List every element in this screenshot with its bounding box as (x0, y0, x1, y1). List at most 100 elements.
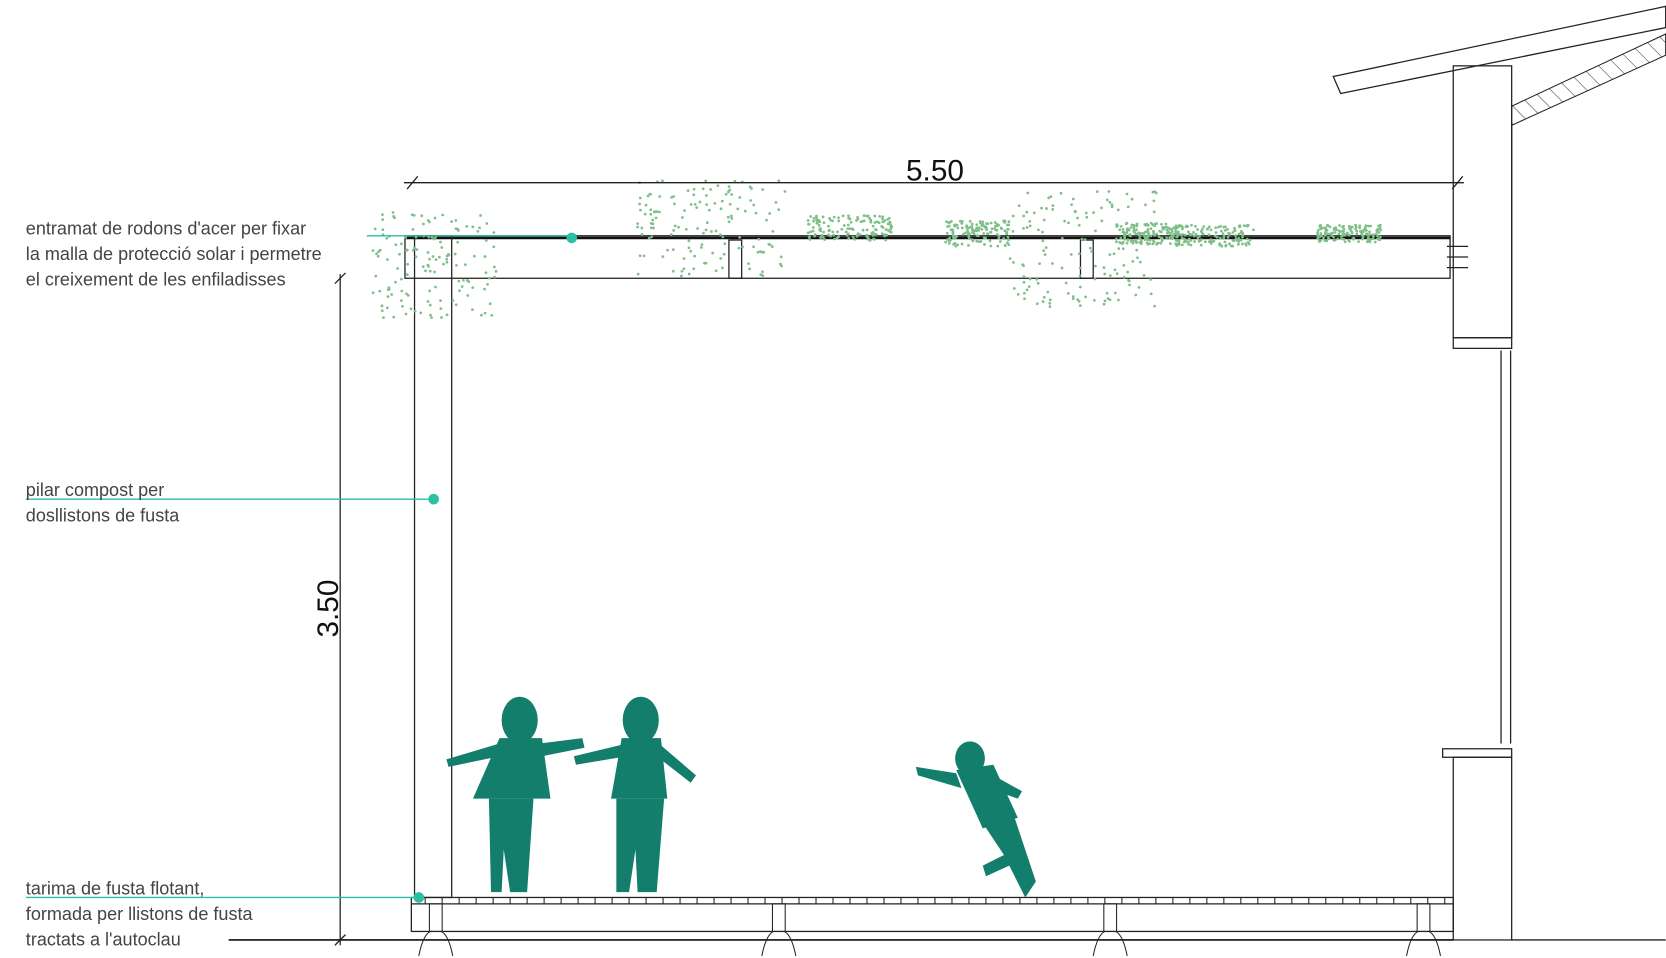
leaf (829, 234, 833, 238)
leaf (1221, 232, 1225, 236)
leaf (1060, 236, 1064, 240)
leaf (1088, 246, 1092, 250)
leaf (1129, 239, 1133, 243)
leaf (428, 289, 431, 293)
leaf (949, 228, 953, 232)
leaf (1233, 226, 1236, 230)
leaf (849, 220, 853, 224)
leaf (743, 209, 747, 213)
annotation-text: dosllistons de fusta (26, 505, 180, 525)
leaf (871, 231, 875, 234)
leaf (889, 227, 893, 231)
leaf (1005, 232, 1009, 236)
leaf (1194, 225, 1197, 228)
leaf (434, 258, 438, 261)
leaf (977, 229, 981, 232)
leaf (476, 229, 480, 233)
leaf (819, 236, 822, 240)
leaf (1177, 232, 1181, 236)
leaf (1007, 223, 1011, 227)
leaf (1357, 240, 1360, 244)
leaf (847, 216, 851, 220)
children (446, 696, 1036, 898)
leaf (1226, 227, 1229, 231)
leaf (967, 237, 971, 241)
leaf (1168, 227, 1171, 231)
leaf (886, 222, 890, 226)
leaf (705, 194, 708, 197)
leaf (822, 230, 825, 234)
leaf (1040, 206, 1043, 210)
leaf (1131, 241, 1135, 245)
leaf (695, 206, 699, 210)
leaf (970, 238, 974, 241)
leaf (704, 179, 708, 183)
leaf (780, 264, 783, 268)
leaf (1134, 293, 1138, 297)
leaf (728, 202, 732, 206)
leaf (701, 187, 705, 191)
leaf (1115, 272, 1119, 276)
leaf (811, 226, 815, 229)
leaf (1374, 232, 1378, 236)
leaf (837, 216, 840, 220)
leaf (1027, 285, 1031, 288)
leaf (1132, 225, 1136, 229)
leaf (1078, 304, 1082, 307)
leaf (1115, 225, 1119, 228)
leaf (692, 193, 696, 197)
leaf (644, 203, 648, 207)
leaf (719, 257, 723, 260)
leaf (1341, 229, 1344, 233)
leaf (770, 245, 774, 248)
leaf (1051, 204, 1055, 207)
leaf (1090, 250, 1094, 253)
leaf (953, 224, 957, 228)
leaf (447, 253, 450, 256)
leaf (646, 194, 650, 198)
leaf (1129, 226, 1133, 230)
leaf (1021, 263, 1024, 266)
leaf (1145, 241, 1149, 245)
leaf (1158, 229, 1162, 233)
leaf (1047, 196, 1051, 200)
leaf (812, 217, 816, 220)
leaf (1110, 203, 1114, 207)
leaf (889, 230, 893, 234)
leaf (1187, 240, 1190, 244)
leaf (1102, 266, 1106, 270)
leaf (1138, 236, 1142, 240)
leaf (382, 316, 385, 320)
leaf (643, 212, 647, 216)
leaf (747, 262, 750, 265)
leaf (404, 236, 408, 239)
leaf (995, 233, 999, 236)
leaf (428, 303, 432, 307)
annotation-text: tractats a l'autoclau (26, 929, 181, 949)
leaf (809, 230, 812, 234)
leaf (671, 269, 675, 273)
leaf (689, 249, 693, 253)
leaf (1143, 223, 1147, 226)
leaf (1335, 228, 1338, 232)
leaf (1151, 223, 1155, 227)
leaf (1154, 191, 1158, 195)
leaf (986, 232, 990, 236)
leaf (1200, 238, 1203, 242)
leaf (636, 225, 639, 229)
leaf (738, 236, 742, 239)
leaf (1038, 262, 1041, 266)
leaf (1170, 230, 1174, 233)
leaf (686, 189, 690, 192)
leaf (1069, 253, 1073, 256)
leaf (997, 223, 1000, 227)
leaf (960, 222, 964, 225)
leaf (808, 238, 812, 241)
support (1092, 930, 1128, 956)
leaf (853, 238, 856, 241)
leaf (411, 227, 415, 231)
leaf (696, 227, 699, 230)
leaf (813, 234, 817, 238)
leaf (1138, 260, 1142, 264)
leaf (1064, 281, 1068, 285)
